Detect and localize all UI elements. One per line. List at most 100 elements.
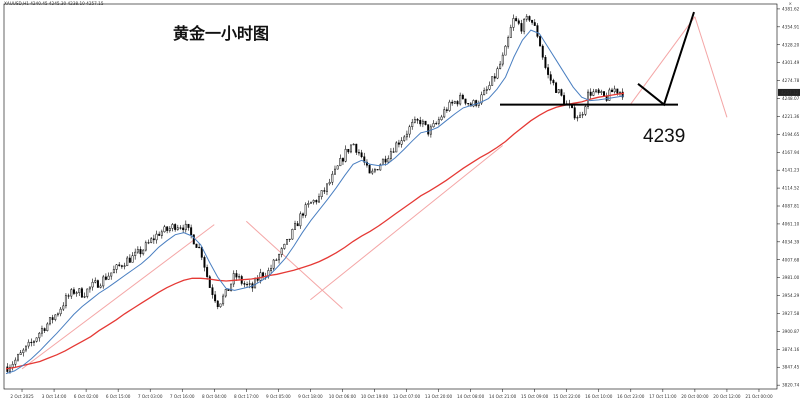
candle-body	[326, 183, 328, 192]
candle	[443, 106, 446, 119]
candle	[427, 124, 430, 137]
candle-body	[491, 76, 494, 86]
candle-body	[75, 292, 78, 294]
candle-body	[176, 227, 179, 230]
candle	[504, 44, 507, 56]
candle-body	[371, 170, 374, 174]
candle-body	[421, 120, 424, 125]
candle	[219, 303, 222, 308]
candle-body	[222, 295, 225, 305]
candle-body	[243, 283, 246, 285]
candle	[235, 270, 238, 281]
candle-body	[403, 136, 406, 141]
candle	[214, 290, 217, 304]
x-tick-label: 8 Oct 17:00	[234, 394, 259, 399]
candlesticks	[6, 14, 624, 374]
candle	[421, 119, 424, 128]
candle-body	[291, 229, 294, 240]
y-tick-label: 3900.87	[782, 329, 800, 334]
trend-line	[694, 16, 728, 118]
candle	[211, 284, 214, 299]
chart-title: 黄金一小时图	[173, 24, 269, 43]
y-tick-label: 3820.74	[782, 383, 800, 388]
candle	[363, 152, 366, 166]
y-tick-label: 4167.94	[782, 150, 800, 155]
candle-body	[333, 168, 336, 175]
candle-body	[499, 63, 502, 69]
candle	[341, 157, 344, 166]
close-icon[interactable]: ×	[788, 1, 792, 6]
candle-body	[315, 200, 318, 203]
candle-body	[571, 105, 574, 108]
candle-body	[443, 109, 446, 118]
candle	[11, 361, 14, 371]
candle-body	[613, 88, 616, 93]
candle-body	[139, 249, 142, 255]
candle	[179, 225, 182, 230]
candle-body	[56, 313, 59, 316]
candle	[184, 220, 187, 233]
candle-body	[619, 91, 621, 94]
candle-body	[62, 305, 65, 310]
candle	[46, 322, 49, 332]
candle	[419, 116, 422, 127]
y-tick-label: 4274.78	[782, 78, 800, 83]
candle-body	[120, 265, 123, 267]
candle	[547, 64, 550, 79]
candle	[176, 224, 179, 231]
candle	[35, 337, 38, 343]
candle-body	[539, 36, 542, 47]
candle	[392, 147, 395, 153]
x-tick-label: 13 Oct 20:00	[425, 394, 453, 399]
y-tick-label: 4087.81	[782, 204, 800, 209]
candle	[467, 102, 470, 107]
candle	[99, 283, 102, 289]
last-price-label: 4257.12	[781, 90, 799, 95]
candle-body	[310, 201, 312, 204]
candle-body	[339, 158, 342, 167]
y-tick-label: 4114.52	[782, 186, 800, 191]
candle	[43, 327, 46, 333]
candle-body	[9, 367, 11, 372]
candle-body	[453, 101, 456, 104]
candle-body	[102, 276, 105, 287]
candle	[304, 202, 307, 218]
candle-body	[437, 119, 440, 124]
candle	[472, 99, 475, 108]
candle	[373, 167, 376, 174]
candle-body	[235, 273, 238, 278]
candle-body	[107, 275, 110, 280]
candle	[166, 226, 169, 234]
candle-body	[392, 151, 395, 153]
candle-body	[286, 238, 289, 245]
candle-body	[376, 169, 379, 171]
candle-body	[126, 257, 129, 267]
candle-body	[70, 289, 73, 297]
candle	[600, 89, 603, 95]
candle	[333, 165, 336, 175]
candle	[456, 100, 459, 107]
candle	[80, 286, 83, 298]
y-tick-label: 4061.10	[782, 221, 800, 226]
candle-body	[96, 280, 99, 288]
candle	[549, 71, 552, 85]
symbol-header: XAUUSD,H1 4240.45 4245.30 4238.10 4257.1…	[4, 1, 104, 6]
candle-body	[19, 352, 22, 355]
candle-body	[64, 295, 67, 307]
candle-body	[389, 151, 392, 159]
candle	[27, 339, 30, 349]
candle	[203, 255, 206, 272]
candle-body	[46, 323, 49, 331]
candle-body	[485, 89, 488, 91]
candle	[528, 15, 531, 22]
candle-body	[259, 272, 262, 281]
y-tick-label: 4354.91	[782, 24, 800, 29]
candle-body	[515, 18, 518, 22]
x-tick-label: 7 Oct 03:00	[138, 394, 163, 399]
candle-body	[142, 249, 145, 255]
x-tick-label: 6 Oct 15:00	[106, 394, 131, 399]
candle	[155, 230, 158, 244]
candle-body	[171, 224, 174, 229]
candle	[144, 240, 147, 252]
